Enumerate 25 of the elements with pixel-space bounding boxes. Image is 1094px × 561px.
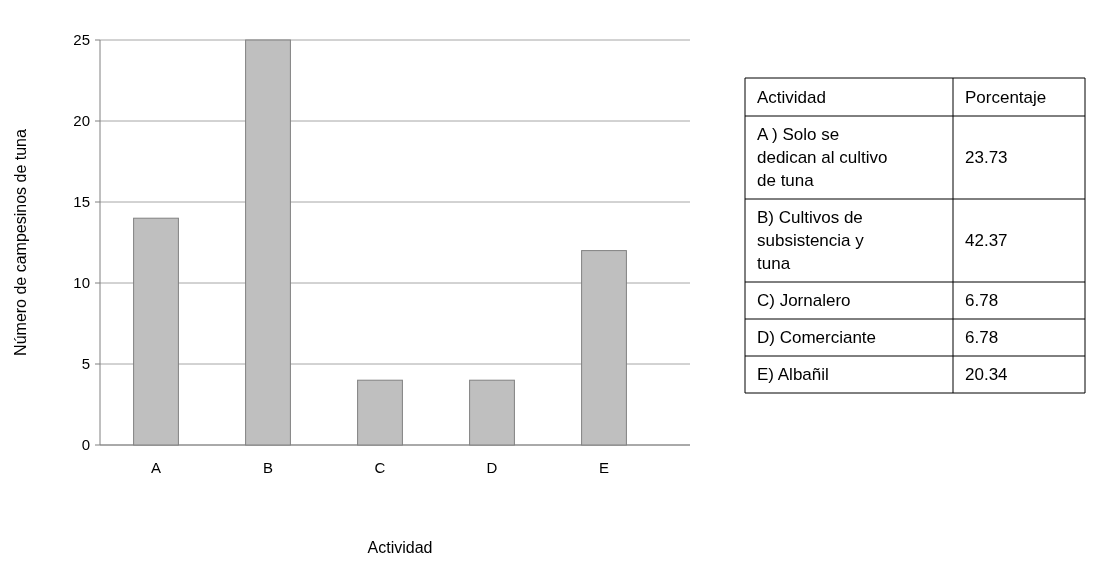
text: Actividad [757,87,826,107]
category-label: B) Cultivos de subsistencia y tuna [757,208,865,274]
y-tick-label: 25 [73,31,90,49]
category-label: A ) Solo se dedican al cultivo de tuna [757,125,888,191]
x-tick-label: D [486,459,498,476]
y-tick-label: 20 [73,112,90,130]
x-tick-label: B [262,459,274,476]
category-label: C) Jornalero [757,291,851,311]
y-tick-label: 5 [81,355,90,373]
y-tick-label: 10 [73,274,90,292]
y-tick-label: 15 [73,193,90,211]
category-label: D) Comerciante [757,328,877,348]
data-label: 6.78 [965,328,999,348]
y-axis-title: Número de campesinos de tuna [12,129,29,356]
data-label: 42.37 [965,231,1008,251]
x-tick-label: C [374,459,386,476]
data-label: 23.73 [965,148,1008,168]
x-axis-title: Actividad [367,539,433,556]
x-tick-label: E [598,459,610,476]
data-label: 20.34 [965,365,1008,385]
text: Porcentaje [965,87,1047,107]
y-tick-label: 0 [81,436,90,454]
x-tick-label: A [150,459,162,476]
category-label: E) Albañil [757,365,829,385]
data-label: 6.78 [965,291,999,311]
